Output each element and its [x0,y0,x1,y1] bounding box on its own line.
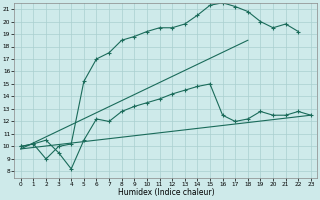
X-axis label: Humidex (Indice chaleur): Humidex (Indice chaleur) [117,188,214,197]
